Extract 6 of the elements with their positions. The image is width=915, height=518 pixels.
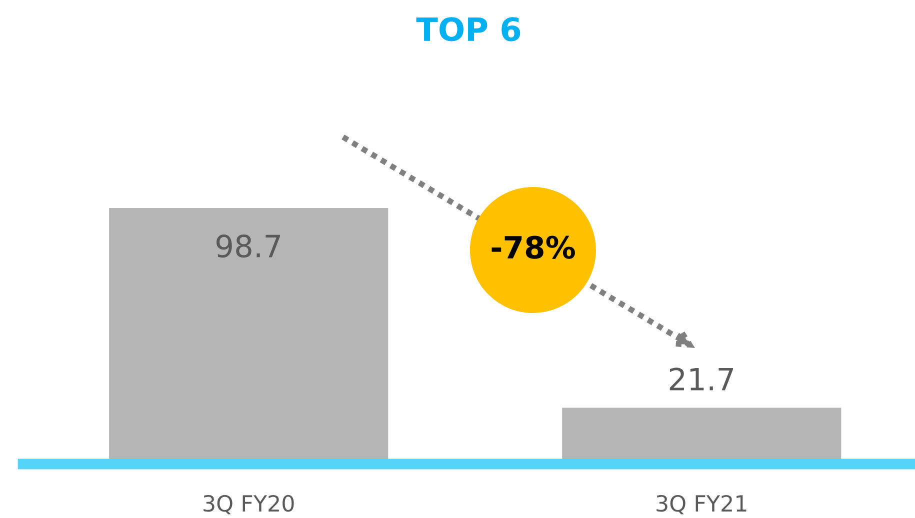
data-label: 98.7: [216, 234, 280, 258]
x-tick-label: 3Q FY20: [204, 494, 294, 514]
data-label: 21.7: [670, 368, 734, 390]
annotation: -78%: [492, 236, 575, 259]
x-tick-label: 3Q FY21: [656, 494, 746, 514]
chart-title: TOP 6: [416, 17, 520, 42]
